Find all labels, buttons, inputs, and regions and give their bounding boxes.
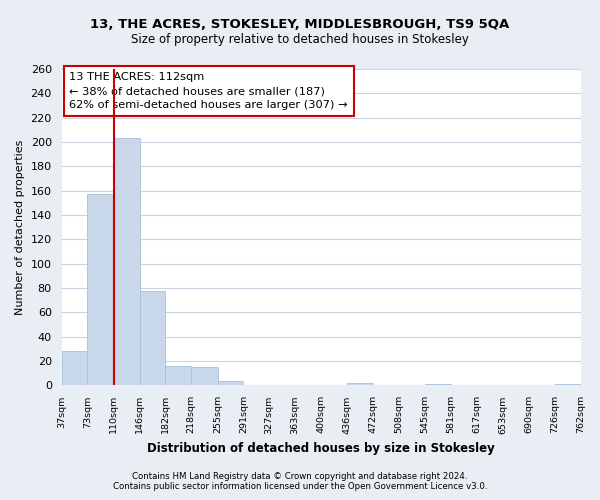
Bar (555, 384, 581, 386)
Text: Contains public sector information licensed under the Open Government Licence v3: Contains public sector information licen… (113, 482, 487, 491)
Text: Size of property relative to detached houses in Stokesley: Size of property relative to detached ho… (131, 32, 469, 46)
Bar (166, 366, 191, 386)
Text: Contains HM Land Registry data © Crown copyright and database right 2024.: Contains HM Land Registry data © Crown c… (132, 472, 468, 481)
Bar (87, 194, 114, 386)
Bar (114, 138, 140, 386)
Text: 13, THE ACRES, STOKESLEY, MIDDLESBROUGH, TS9 5QA: 13, THE ACRES, STOKESLEY, MIDDLESBROUGH,… (91, 18, 509, 30)
Bar (62, 352, 87, 386)
Text: 13 THE ACRES: 112sqm
← 38% of detached houses are smaller (187)
62% of semi-deta: 13 THE ACRES: 112sqm ← 38% of detached h… (70, 72, 348, 110)
X-axis label: Distribution of detached houses by size in Stokesley: Distribution of detached houses by size … (147, 442, 495, 455)
Bar (218, 380, 244, 386)
Bar (347, 383, 373, 386)
Bar (140, 290, 166, 386)
Y-axis label: Number of detached properties: Number of detached properties (15, 140, 25, 315)
Bar (425, 384, 451, 386)
Bar (191, 367, 218, 386)
